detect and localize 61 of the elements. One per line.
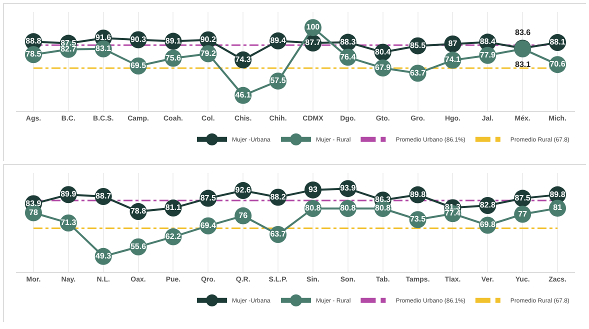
data-label: 82.8 — [480, 200, 496, 210]
data-label: 46.1 — [235, 90, 252, 100]
data-label: 67.9 — [375, 62, 392, 72]
data-label: 69.8 — [480, 220, 496, 230]
data-label: 89.4 — [270, 36, 286, 45]
data-label: 77.4 — [444, 208, 462, 218]
data-label: 62.2 — [165, 232, 182, 241]
data-label: 76.4 — [340, 52, 356, 62]
data-label: 87.5 — [200, 193, 216, 202]
data-label: 88.4 — [480, 37, 496, 46]
data-label: 80.8 — [305, 204, 322, 212]
data-label: 100 — [306, 22, 320, 32]
data-label: 77 — [518, 209, 528, 218]
data-label: 80.4 — [375, 47, 392, 56]
data-label: 57.5 — [270, 76, 286, 86]
data-label: 91.6 — [96, 33, 112, 42]
data-label: 88.2 — [270, 192, 286, 202]
data-label: 74.1 — [444, 55, 462, 64]
data-label: 80.8 — [375, 204, 392, 212]
data-label: 78 — [29, 208, 38, 217]
data-label: 76 — [238, 210, 248, 220]
data-label: 88.3 — [340, 37, 356, 46]
data-label: 87.5 — [514, 193, 531, 202]
data-label: 80.8 — [340, 204, 356, 212]
data-label: 74.3 — [235, 54, 252, 64]
data-label: 88.7 — [96, 191, 112, 200]
data-label: 92.6 — [235, 186, 252, 195]
data-label: 93 — [308, 184, 318, 194]
data-label: 89.8 — [410, 190, 426, 199]
data-label: 81 — [553, 203, 563, 212]
data-label: 78.5 — [26, 50, 42, 59]
data-label: 83.9 — [26, 198, 42, 208]
data-label: 88.1 — [550, 38, 566, 47]
data-label: 73.5 — [410, 214, 426, 224]
data-label: 90.3 — [130, 34, 147, 44]
data-label: 89.1 — [165, 36, 182, 46]
data-label: 89.8 — [550, 190, 566, 199]
data-label: 63.7 — [270, 230, 286, 239]
data-label: 86.3 — [375, 195, 392, 204]
data-label: 63.7 — [410, 68, 426, 78]
data-label: 49.3 — [96, 251, 112, 260]
data-label: 83.6 — [515, 28, 532, 37]
data-label: 87 — [448, 38, 458, 48]
data-label: 83.1 — [96, 44, 112, 53]
data-label: 83.1 — [515, 60, 532, 69]
data-label: 88.8 — [26, 36, 42, 46]
data-label: 77.9 — [480, 50, 496, 60]
data-label: 87.7 — [305, 38, 322, 48]
data-label: 85.5 — [410, 40, 426, 50]
data-label: 55.6 — [130, 242, 147, 251]
data-label: 78.8 — [130, 206, 147, 216]
data-label: 93.9 — [340, 184, 356, 193]
data-label: 69.5 — [130, 60, 147, 70]
data-label: 69.4 — [200, 220, 216, 230]
data-label: 75.6 — [165, 53, 182, 62]
data-label: 89.9 — [60, 190, 77, 199]
data-label: 79.2 — [200, 48, 216, 58]
data-label: 70.6 — [550, 60, 566, 69]
data-label: 81.1 — [165, 203, 182, 212]
data-label: 71.3 — [60, 218, 77, 227]
data-label: 90.2 — [200, 34, 216, 44]
